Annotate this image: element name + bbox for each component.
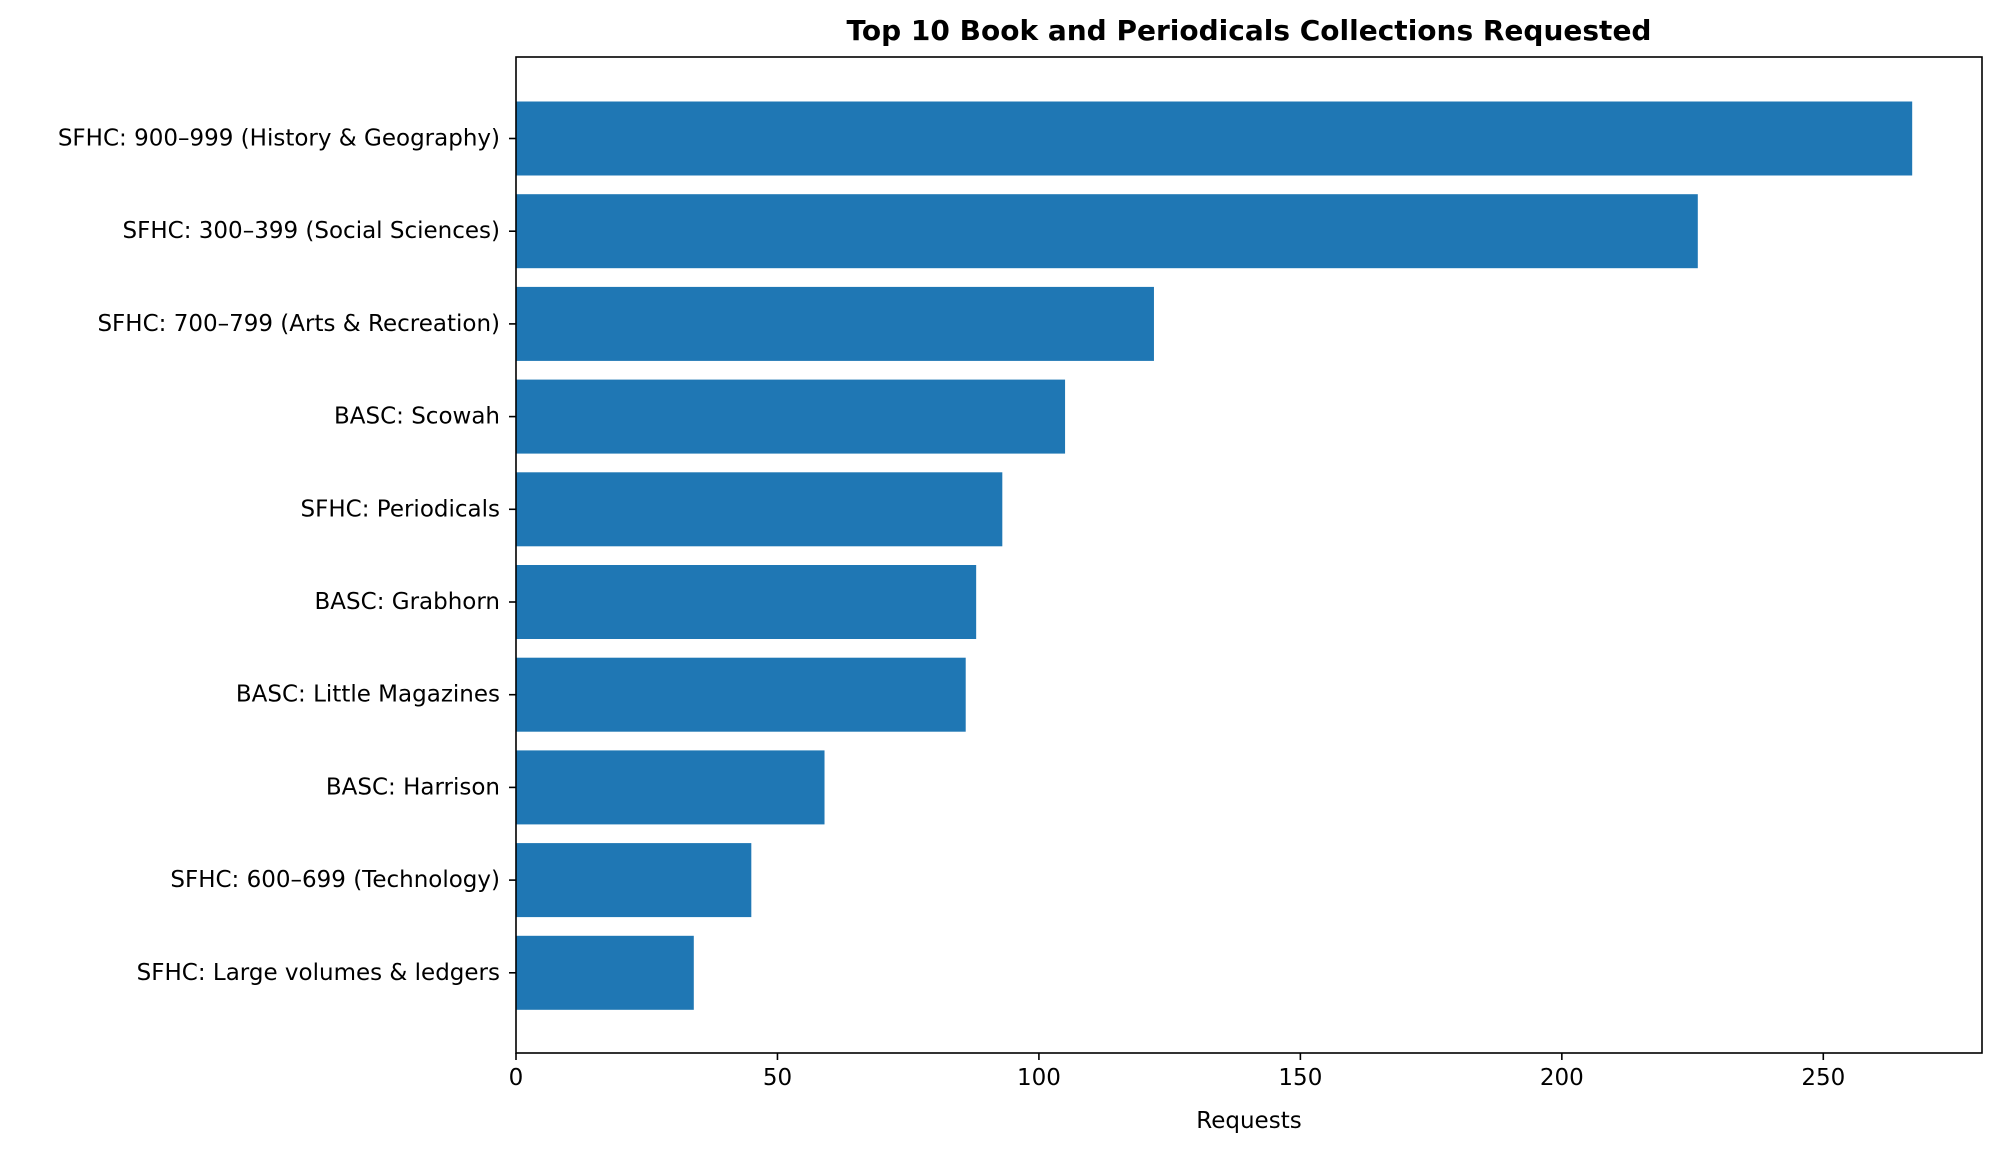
x-tick-label: 200 (1540, 1065, 1584, 1091)
x-tick-label: 100 (1017, 1065, 1061, 1091)
bars-group (516, 101, 1913, 1010)
category-label: BASC: Harrison (326, 774, 500, 800)
category-label: BASC: Scowah (334, 404, 500, 430)
x-tick-label: 150 (1278, 1065, 1322, 1091)
x-axis-ticks: 0 50 100 150 200 250 (509, 1053, 1845, 1091)
bar (516, 565, 977, 639)
category-label: SFHC: 300–399 (Social Sciences) (123, 218, 500, 244)
x-tick-label: 0 (509, 1065, 524, 1091)
bar (516, 286, 1154, 361)
category-label: BASC: Little Magazines (236, 682, 500, 708)
bar (516, 935, 694, 1010)
bar (516, 194, 1698, 269)
bar (516, 657, 966, 732)
category-label: SFHC: 600–699 (Technology) (170, 867, 500, 893)
y-axis-labels: SFHC: 900–999 (History & Geography) SFHC:… (58, 126, 516, 986)
bar (516, 379, 1066, 454)
x-tick-label: 250 (1801, 1065, 1845, 1091)
bar (516, 472, 1003, 547)
category-label: SFHC: Large volumes & ledgers (137, 960, 500, 986)
category-label: SFHC: Periodicals (301, 496, 500, 522)
category-label: BASC: Grabhorn (315, 589, 500, 615)
plot-frame (515, 56, 1983, 1054)
chart-title: Top 10 Book and Periodicals Collections … (847, 14, 1652, 47)
x-tick-label: 50 (763, 1065, 792, 1091)
bar (516, 750, 825, 825)
bar (516, 101, 1913, 176)
category-label: SFHC: 700–799 (Arts & Recreation) (97, 311, 500, 337)
category-label: SFHC: 900–999 (History & Geography) (58, 126, 500, 152)
x-axis-title: Requests (1196, 1108, 1301, 1134)
bar (516, 843, 752, 918)
